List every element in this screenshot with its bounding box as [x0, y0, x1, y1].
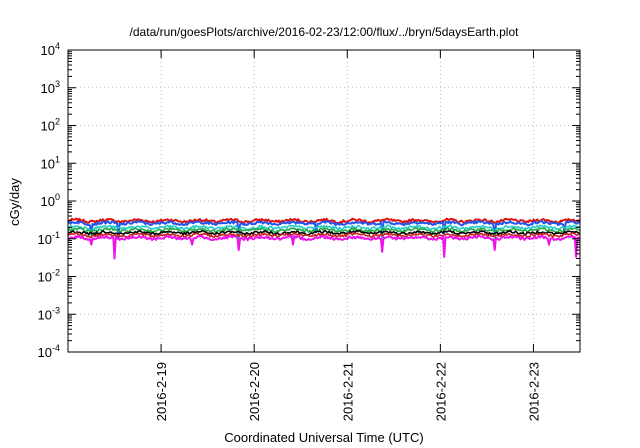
x-tick-label: 2016-2-23 [526, 362, 541, 421]
y-tick-label: 103 [41, 79, 60, 96]
x-tick-label: 2016-2-22 [433, 362, 448, 421]
y-tick-label: 10-1 [38, 230, 60, 247]
y-tick-exponent: 4 [55, 41, 60, 51]
series-line-6 [67, 232, 581, 239]
y-axis-label: cGy/day [7, 178, 22, 226]
y-tick-label: 104 [41, 41, 60, 58]
chart-title: /data/run/goesPlots/archive/2016-02-23/1… [130, 25, 520, 39]
y-tick-exponent: 3 [55, 79, 60, 89]
y-tick-label: 10-3 [38, 305, 60, 322]
y-tick-exponent: -3 [52, 305, 60, 315]
y-tick-exponent: -4 [52, 343, 60, 353]
y-tick-exponent: 2 [55, 117, 60, 127]
x-tick-label: 2016-2-19 [154, 362, 169, 421]
series-line-5 [67, 229, 581, 236]
y-tick-exponent: -2 [52, 268, 60, 278]
series-line-4 [67, 227, 581, 234]
x-tick-label: 2016-2-21 [340, 362, 355, 421]
grid [68, 50, 580, 352]
y-tick-label: 10-4 [38, 343, 60, 360]
x-tick-label: 2016-2-20 [247, 362, 262, 421]
series-line-1 [67, 217, 581, 225]
x-axis-label: Coordinated Universal Time (UTC) [224, 430, 423, 445]
series-line-7 [67, 234, 581, 260]
series-line-3 [67, 224, 581, 240]
y-tick-label: 10-2 [38, 268, 60, 285]
y-tick-exponent: -1 [52, 230, 60, 240]
y-tick-label: 101 [41, 154, 60, 171]
y-tick-exponent: 0 [55, 192, 60, 202]
series-group [67, 217, 581, 260]
y-tick-exponent: 1 [55, 154, 60, 164]
y-tick-label: 102 [41, 117, 60, 134]
y-tick-label: 100 [41, 192, 60, 209]
